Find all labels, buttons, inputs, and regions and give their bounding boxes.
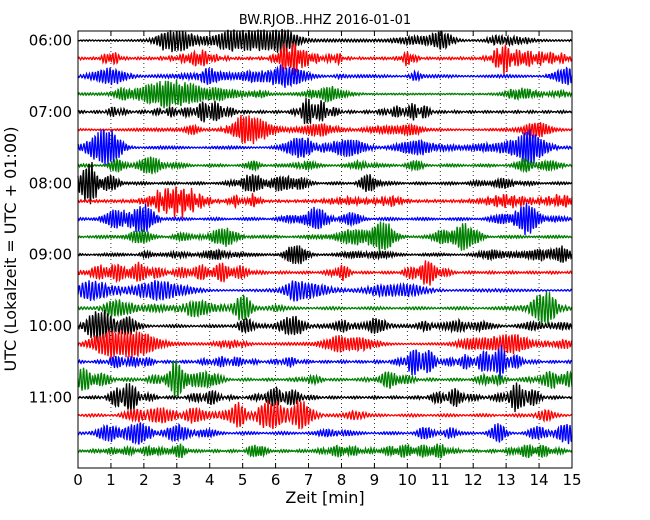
x-tick-label: 5 xyxy=(238,471,248,489)
x-tick-label: 10 xyxy=(398,471,417,489)
trace-12 xyxy=(77,245,573,265)
trace-5 xyxy=(77,114,573,145)
trace-21 xyxy=(77,399,573,430)
trace-1 xyxy=(77,43,573,76)
x-tick-label: 8 xyxy=(337,471,347,489)
x-tick-label: 1 xyxy=(106,471,116,489)
y-axis: 06:00 07:00 08:00 09:00 10:00 11:00 xyxy=(29,32,572,406)
x-tick-label: 15 xyxy=(562,471,581,489)
x-tick-label: 11 xyxy=(431,471,450,489)
trace-0 xyxy=(77,28,573,53)
trace-23 xyxy=(77,443,573,459)
trace-22 xyxy=(77,421,573,446)
y-tick-label: 06:00 xyxy=(29,32,72,50)
trace-2 xyxy=(77,64,573,88)
traces xyxy=(77,28,573,459)
trace-4 xyxy=(77,98,573,126)
chart-title: BW.RJOB..HHZ 2016-01-01 xyxy=(239,13,411,28)
x-axis: 0 1 2 3 4 5 6 7 8 9 10 11 12 13 14 15 xyxy=(73,31,582,489)
trace-11 xyxy=(77,221,573,252)
trace-19 xyxy=(77,360,573,398)
plot-frame xyxy=(77,30,573,469)
trace-6 xyxy=(77,128,573,166)
trace-18 xyxy=(77,344,573,380)
x-tick-label: 12 xyxy=(464,471,483,489)
x-tick-label: 13 xyxy=(497,471,516,489)
x-tick-label: 4 xyxy=(205,471,215,489)
x-tick-label: 14 xyxy=(530,471,549,489)
trace-7 xyxy=(77,156,573,175)
x-tick-label: 9 xyxy=(370,471,380,489)
trace-16 xyxy=(77,309,573,343)
y-tick-label: 11:00 xyxy=(29,388,72,406)
trace-20 xyxy=(77,382,573,413)
trace-8 xyxy=(77,161,573,205)
trace-15 xyxy=(77,291,573,326)
trace-17 xyxy=(77,329,573,359)
trace-13 xyxy=(77,260,573,286)
x-tick-label: 6 xyxy=(271,471,281,489)
trace-9 xyxy=(77,186,573,218)
trace-3 xyxy=(77,79,573,109)
y-tick-label: 07:00 xyxy=(29,103,72,121)
x-tick-label: 0 xyxy=(73,471,83,489)
x-tick-label: 3 xyxy=(172,471,182,489)
y-axis-label: UTC (Lokalzeit = UTC + 01:00) xyxy=(1,127,20,372)
x-axis-label: Zeit [min] xyxy=(285,488,364,507)
y-tick-label: 09:00 xyxy=(29,246,72,264)
x-tick-label: 7 xyxy=(304,471,314,489)
trace-10 xyxy=(77,202,573,236)
y-tick-label: 08:00 xyxy=(29,174,72,192)
x-tick-label: 2 xyxy=(139,471,149,489)
y-tick-label: 10:00 xyxy=(29,317,72,335)
trace-14 xyxy=(77,280,573,302)
